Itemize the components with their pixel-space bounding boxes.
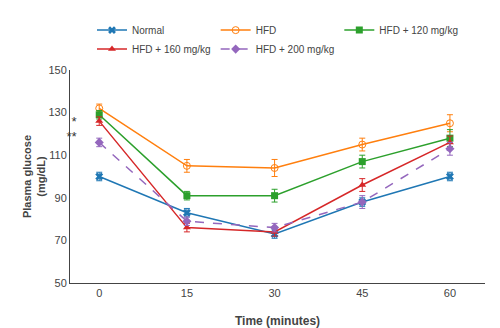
svg-text:HFD + 160 mg/kg: HFD + 160 mg/kg bbox=[132, 44, 211, 55]
svg-text:Normal: Normal bbox=[132, 25, 164, 36]
svg-text:HFD + 200 mg/kg: HFD + 200 mg/kg bbox=[256, 44, 335, 55]
svg-text:Time (minutes): Time (minutes) bbox=[235, 314, 320, 328]
svg-text:45: 45 bbox=[356, 287, 368, 299]
svg-text:**: ** bbox=[66, 129, 77, 144]
svg-text:50: 50 bbox=[55, 277, 67, 289]
svg-text:90: 90 bbox=[55, 192, 67, 204]
svg-text:30: 30 bbox=[268, 287, 280, 299]
svg-text:60: 60 bbox=[444, 287, 456, 299]
svg-text:70: 70 bbox=[55, 234, 67, 246]
svg-text:150: 150 bbox=[48, 64, 66, 76]
svg-text:*: * bbox=[71, 114, 77, 129]
svg-text:Plasma glucose(mg/dL): Plasma glucose(mg/dL) bbox=[21, 135, 47, 218]
svg-text:HFD + 120 mg/kg: HFD + 120 mg/kg bbox=[379, 25, 458, 36]
svg-text:15: 15 bbox=[181, 287, 193, 299]
svg-text:0: 0 bbox=[96, 287, 102, 299]
svg-text:HFD: HFD bbox=[256, 25, 277, 36]
svg-text:110: 110 bbox=[49, 149, 67, 161]
svg-text:130: 130 bbox=[48, 106, 66, 118]
